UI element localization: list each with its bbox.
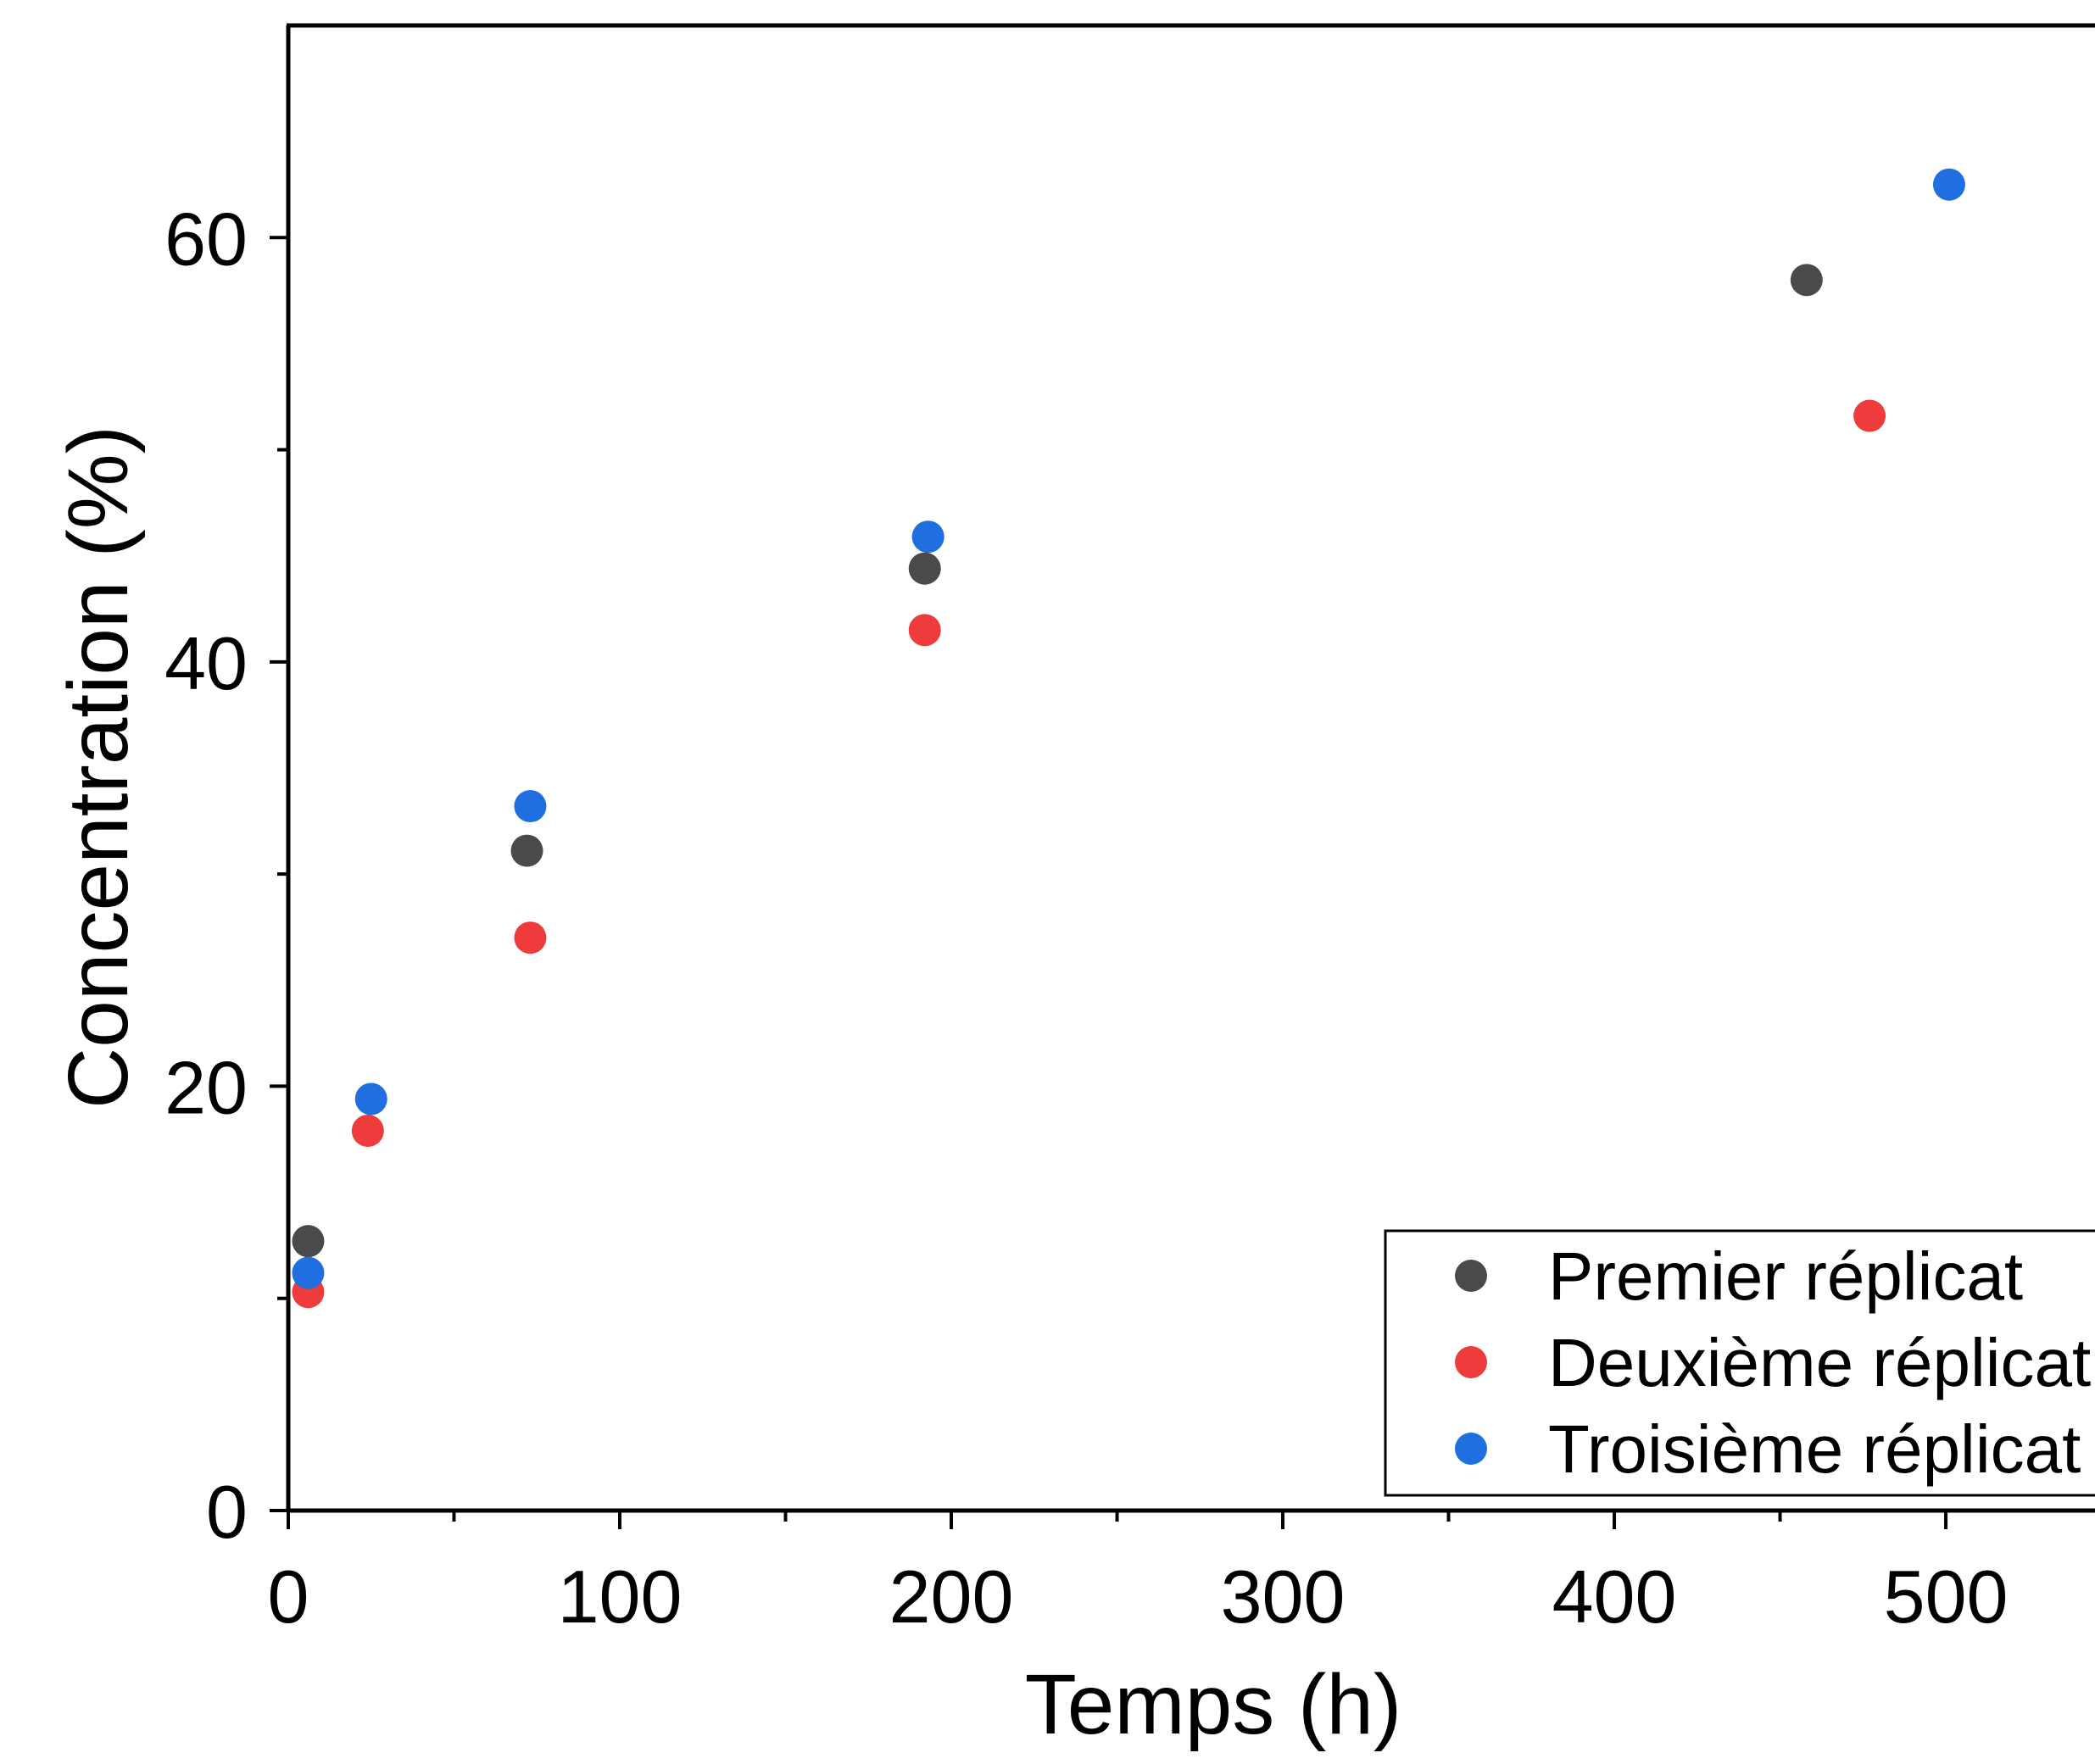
data-point-series-3 xyxy=(292,1256,325,1289)
legend-marker xyxy=(1455,1346,1487,1378)
legend-label: Deuxième réplicat xyxy=(1548,1325,2091,1400)
data-point-series-3 xyxy=(354,1082,387,1116)
legend-box xyxy=(1384,1229,2095,1497)
data-point-series-3 xyxy=(911,520,944,554)
data-point-series-1 xyxy=(292,1225,325,1258)
data-point-series-2 xyxy=(1853,399,1886,432)
legend-marker xyxy=(1455,1260,1487,1292)
y-axis-title: Concentration (%) xyxy=(51,426,146,1109)
y-tick-label: 20 xyxy=(164,1045,248,1129)
y-tick-label: 0 xyxy=(206,1470,248,1554)
x-tick-label: 200 xyxy=(889,1555,1014,1639)
legend-marker xyxy=(1455,1433,1487,1465)
data-point-series-3 xyxy=(514,790,547,823)
legend-label: Premier réplicat xyxy=(1548,1238,2023,1314)
minor-ticks xyxy=(277,448,1782,1522)
data-point-series-1 xyxy=(908,552,941,585)
x-tick-label: 400 xyxy=(1552,1555,1677,1639)
data-point-series-2 xyxy=(908,614,941,647)
x-tick-label: 100 xyxy=(558,1555,683,1639)
x-axis-ticks: 0 100 200 300 400 500 xyxy=(268,1511,2009,1639)
x-tick-label: 300 xyxy=(1221,1555,1346,1639)
data-point-series-1 xyxy=(1790,264,1823,297)
legend: Premier réplicat Deuxième réplicat Troisiè… xyxy=(1384,1229,2095,1497)
y-tick-label: 60 xyxy=(164,197,248,281)
data-point-series-3 xyxy=(1932,168,1965,201)
data-point-series-2 xyxy=(514,921,547,954)
legend-label: Troisième réplicat xyxy=(1548,1411,2081,1487)
y-tick-label: 40 xyxy=(164,621,248,705)
x-axis-title: Temps (h) xyxy=(1025,1657,1402,1752)
plot-frame xyxy=(286,23,2095,1513)
data-points xyxy=(292,168,1965,1309)
x-tick-label: 0 xyxy=(268,1555,309,1639)
x-tick-label: 500 xyxy=(1884,1555,2009,1639)
data-point-series-2 xyxy=(351,1114,384,1147)
data-point-series-1 xyxy=(510,834,543,867)
y-axis-ticks: 0 20 40 60 xyxy=(164,197,288,1554)
